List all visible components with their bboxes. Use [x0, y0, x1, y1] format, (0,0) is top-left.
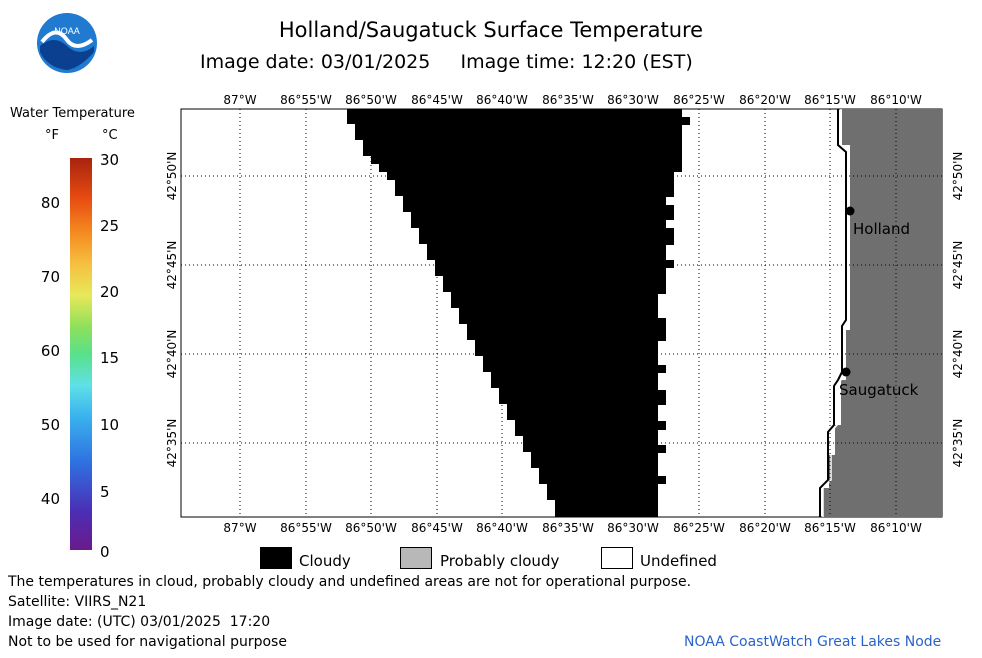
nav-warning-text: Not to be used for navigational purpose	[8, 634, 287, 650]
lat-label-left: 42°45'N	[165, 241, 179, 290]
lat-label-right: 42°40'N	[951, 330, 965, 379]
lon-label-top: 86°55'W	[280, 93, 332, 107]
f-tick: 80	[40, 194, 60, 212]
c-tick: 0	[100, 543, 110, 561]
legend-swatch-cloudy	[260, 547, 292, 569]
legend-label-probably-cloudy: Probably cloudy	[440, 552, 560, 570]
svg-text:NOAA: NOAA	[54, 26, 80, 36]
unit-celsius: °C	[102, 128, 118, 143]
map-title: Holland/Saugatuck Surface Temperature	[278, 18, 704, 42]
lat-label-left: 42°35'N	[165, 419, 179, 468]
c-tick: 25	[100, 217, 120, 235]
c-tick: 20	[100, 283, 120, 301]
utc-date-text: Image date: (UTC) 03/01/2025 17:20	[8, 614, 271, 630]
city-label-saugatuck: Saugatuck	[839, 381, 919, 399]
legend-swatch-probably-cloudy	[400, 547, 432, 569]
credit-text: NOAA CoastWatch Great Lakes Node	[684, 634, 942, 650]
lat-label-right: 42°45'N	[951, 241, 965, 290]
f-tick: 60	[40, 342, 60, 360]
image-date-time: Image date: 03/01/2025 Image time: 12:20…	[200, 51, 693, 73]
temperature-colorbar	[70, 158, 92, 550]
lon-label-top: 86°20'W	[739, 93, 791, 107]
temperature-map: 87°W 86°55'W 86°50'W 86°45'W 86°40'W 86°…	[165, 93, 965, 535]
lat-label-right: 42°35'N	[951, 419, 965, 468]
c-tick: 30	[100, 151, 120, 169]
f-tick: 50	[40, 416, 60, 434]
holland-marker	[845, 206, 855, 216]
cloudy-region	[347, 109, 690, 517]
lon-label-bottom: 86°10'W	[870, 521, 922, 535]
lon-label-top: 86°10'W	[870, 93, 922, 107]
lon-label-bottom: 86°20'W	[739, 521, 791, 535]
city-label-holland: Holland	[853, 220, 910, 238]
lon-label-top: 86°30'W	[607, 93, 659, 107]
shoreline	[819, 109, 847, 517]
unit-fahrenheit: °F	[45, 128, 59, 143]
lon-label-top: 86°15'W	[804, 93, 856, 107]
c-tick: 10	[100, 416, 120, 434]
lat-label-left: 42°40'N	[165, 330, 179, 379]
lon-label-bottom: 87°W	[223, 521, 256, 535]
lat-label-left: 42°50'N	[165, 152, 179, 201]
lon-label-top: 86°40'W	[476, 93, 528, 107]
graticule	[181, 109, 942, 517]
lon-label-top: 86°45'W	[411, 93, 463, 107]
image-time: Image time: 12:20 (EST)	[460, 51, 693, 73]
lon-label-bottom: 86°35'W	[542, 521, 594, 535]
lon-label-top: 87°W	[223, 93, 256, 107]
shoreline-offset	[822, 109, 850, 517]
lon-label-bottom: 86°25'W	[673, 521, 725, 535]
saugatuck-marker	[841, 367, 851, 377]
satellite-text: Satellite: VIIRS_N21	[8, 594, 147, 610]
lon-label-bottom: 86°15'W	[804, 521, 856, 535]
c-tick: 15	[100, 349, 120, 367]
lon-label-bottom: 86°40'W	[476, 521, 528, 535]
lon-label-bottom: 86°55'W	[280, 521, 332, 535]
lon-label-top: 86°35'W	[542, 93, 594, 107]
lon-label-top: 86°50'W	[345, 93, 397, 107]
legend-label-undefined: Undefined	[640, 552, 717, 570]
lon-label-bottom: 86°50'W	[345, 521, 397, 535]
colorbar-title: Water Temperature	[10, 106, 135, 121]
f-tick: 70	[40, 268, 60, 286]
legend-swatch-undefined	[601, 547, 633, 569]
lon-label-top: 86°25'W	[673, 93, 725, 107]
lat-label-right: 42°50'N	[951, 152, 965, 201]
c-tick: 5	[100, 483, 110, 501]
f-tick: 40	[40, 490, 60, 508]
lon-label-bottom: 86°30'W	[607, 521, 659, 535]
legend-label-cloudy: Cloudy	[299, 552, 351, 570]
disclaimer-text: The temperatures in cloud, probably clou…	[8, 574, 692, 590]
image-date: Image date: 03/01/2025	[200, 51, 431, 73]
lon-label-bottom: 86°45'W	[411, 521, 463, 535]
noaa-logo: NOAA	[36, 12, 98, 74]
